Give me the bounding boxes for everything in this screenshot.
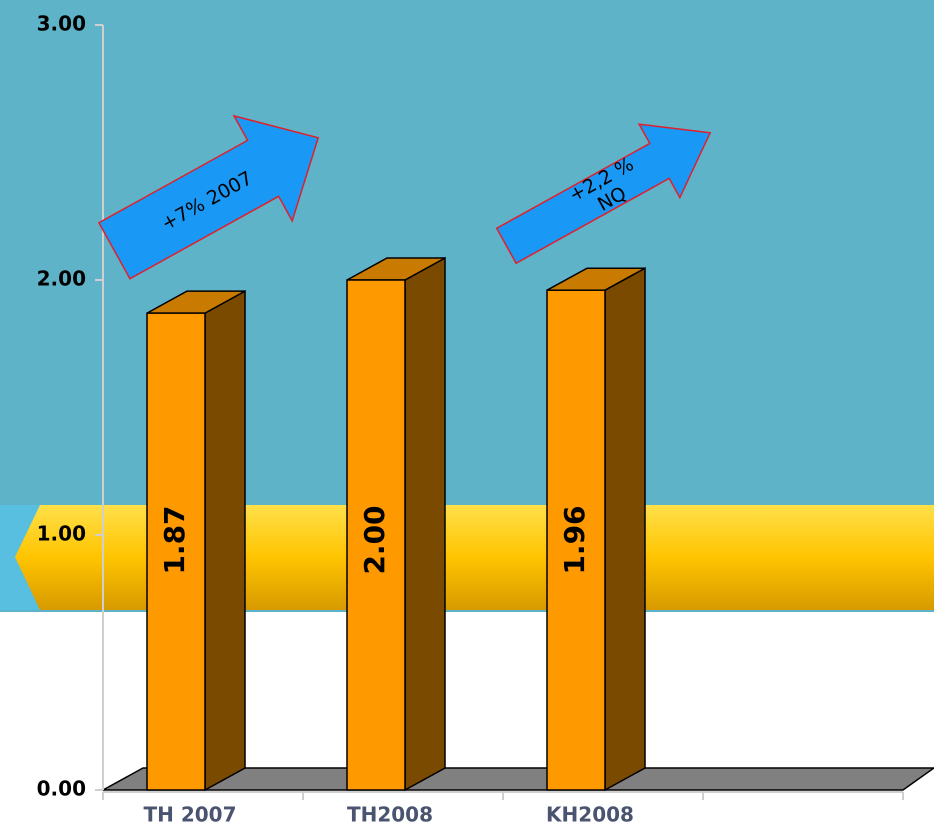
arrow-annotation: +7% 2007: [97, 114, 320, 280]
bar: 2.00: [346, 256, 446, 792]
bar-side: [604, 266, 646, 792]
x-tick-label: KH2008: [546, 803, 634, 827]
ribbon-notch: [0, 505, 40, 610]
background-bottom: [0, 612, 934, 831]
y-tick-label: 0.00: [37, 777, 86, 801]
bar: 1.87: [146, 289, 246, 792]
y-tick-label: 2.00: [37, 267, 86, 291]
floor: [102, 767, 934, 791]
value-label: 1.96: [558, 505, 591, 574]
x-tick-label: TH2008: [347, 803, 433, 827]
bars: 1.87 2.00 1.96: [146, 256, 646, 792]
bar-front: [146, 312, 206, 791]
bar-side: [404, 256, 446, 792]
y-tick-label: 3.00: [37, 12, 86, 36]
bar-side: [204, 289, 246, 792]
bar: 1.96: [546, 266, 646, 792]
y-tick-label: 1.00: [37, 522, 86, 546]
bar-front: [346, 279, 406, 791]
bar-front: [546, 289, 606, 791]
value-label: 2.00: [358, 505, 391, 574]
arrow-annotation: +2,2 % NQ: [495, 123, 712, 265]
x-tick-label: TH 2007: [143, 803, 236, 827]
value-label: 1.87: [158, 505, 191, 574]
arrow: [97, 114, 320, 280]
ribbon: [0, 505, 934, 610]
arrow: [495, 123, 712, 265]
